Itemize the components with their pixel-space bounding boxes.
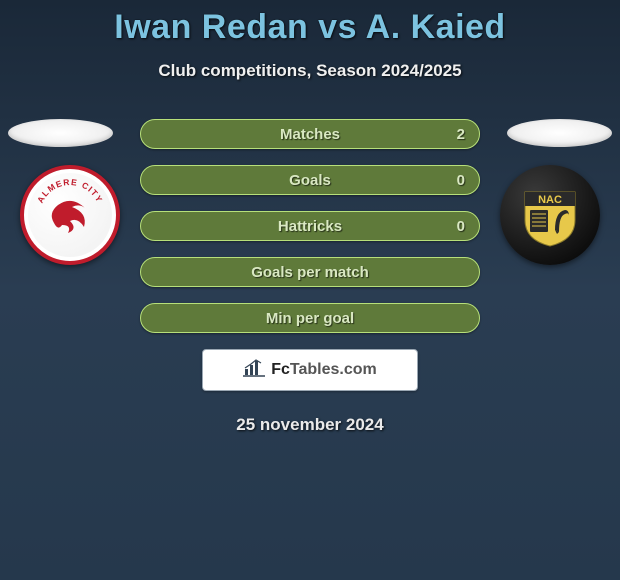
left-club-badge: ALMERE CITY: [20, 165, 120, 265]
stats-list: Matches 2 Goals 0 Hattricks 0 Goals per …: [140, 119, 480, 333]
right-player-ellipse: [507, 119, 612, 147]
stat-row-hattricks: Hattricks 0: [140, 211, 480, 241]
nac-logo-icon: NAC: [515, 180, 585, 250]
stat-label: Goals: [289, 172, 331, 189]
stat-label: Matches: [280, 126, 340, 143]
content-area: ALMERE CITY NAC Matches 2: [0, 119, 620, 435]
svg-text:NAC: NAC: [538, 194, 562, 206]
fctables-text: FcTables.com: [271, 361, 377, 379]
stat-row-goals: Goals 0: [140, 165, 480, 195]
stat-row-matches: Matches 2: [140, 119, 480, 149]
left-player-ellipse: [8, 119, 113, 147]
stat-row-min-per-goal: Min per goal: [140, 303, 480, 333]
stat-value: 0: [457, 172, 465, 189]
subtitle: Club competitions, Season 2024/2025: [0, 61, 620, 81]
stat-label: Hattricks: [278, 218, 342, 235]
svg-text:ALMERE CITY: ALMERE CITY: [35, 177, 105, 205]
almere-city-logo-icon: ALMERE CITY: [28, 173, 112, 257]
fctables-attribution[interactable]: FcTables.com: [202, 349, 418, 391]
stat-label: Min per goal: [266, 310, 354, 327]
bar-chart-icon: [243, 359, 265, 382]
brand-fc: Fc: [271, 361, 290, 378]
brand-tables: Tables.com: [290, 361, 377, 378]
stat-value: 2: [457, 126, 465, 143]
stat-label: Goals per match: [251, 264, 369, 281]
stat-row-goals-per-match: Goals per match: [140, 257, 480, 287]
date-text: 25 november 2024: [0, 415, 620, 435]
stat-value: 0: [457, 218, 465, 235]
right-club-badge: NAC: [500, 165, 600, 265]
page-title: Iwan Redan vs A. Kaied: [0, 0, 620, 47]
